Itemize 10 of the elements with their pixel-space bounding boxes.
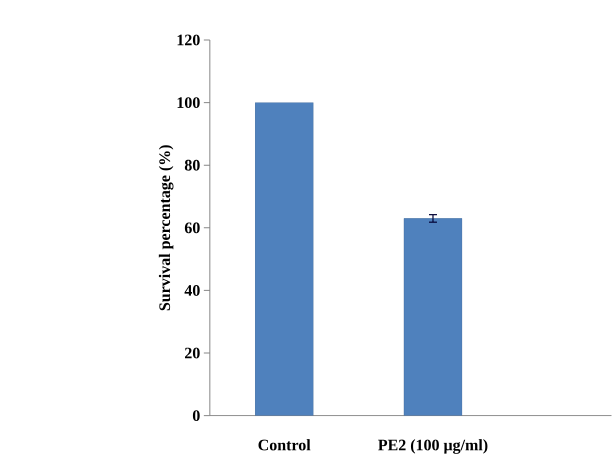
y-tick-label: 80: [184, 160, 200, 171]
x-tick-label: PE2 (100 μg/ml): [378, 439, 488, 454]
y-tick-label: 20: [184, 348, 200, 359]
x-tick-label: Control: [258, 439, 310, 451]
y-tick-label: 40: [184, 285, 200, 296]
y-tick-label: 60: [184, 222, 200, 234]
y-tick-label: 100: [178, 97, 200, 108]
y-axis-title: Survival percentage (%): [158, 145, 174, 310]
y-tick-label: 120: [178, 34, 200, 46]
y-tick-label: 0: [192, 410, 200, 422]
